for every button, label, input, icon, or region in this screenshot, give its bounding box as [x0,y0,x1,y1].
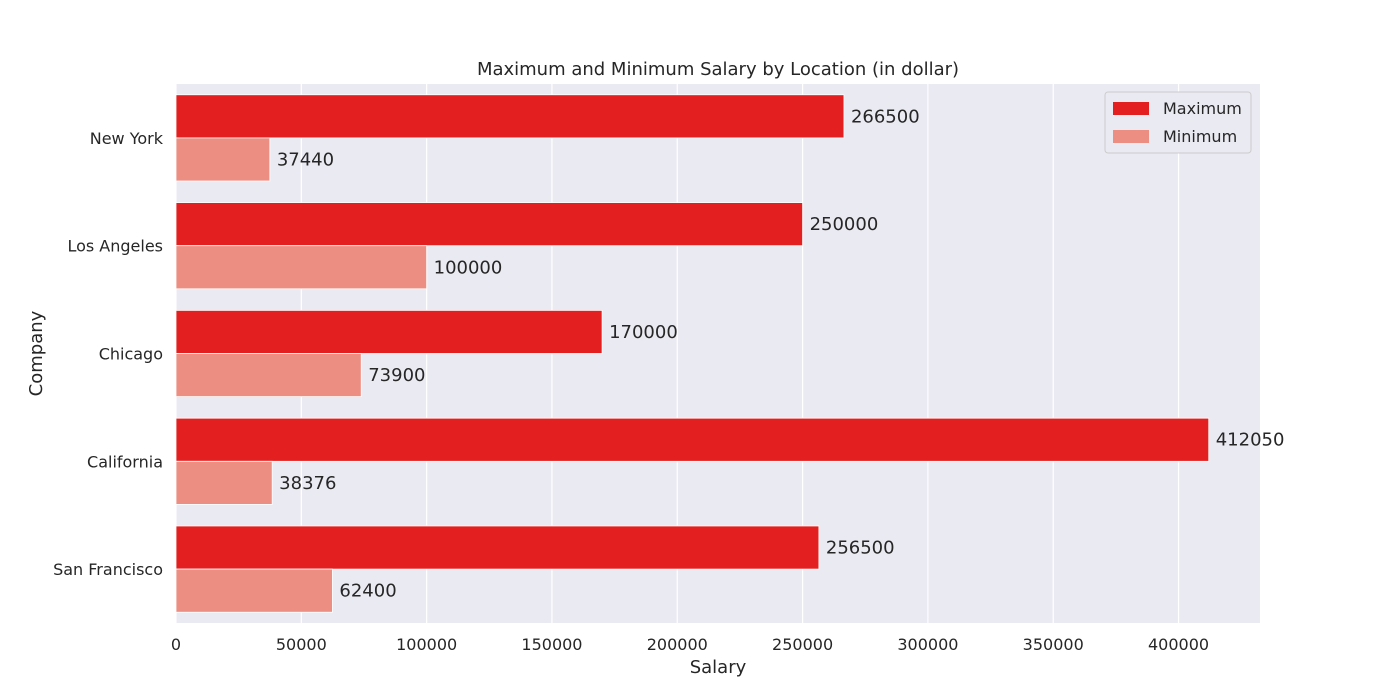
legend: Maximum Minimum [1104,91,1252,154]
legend-swatch-maximum [1113,102,1149,115]
data-label: 38376 [279,473,336,494]
bar-maximum [175,417,1210,462]
x-tick-label: 350000 [1023,635,1084,654]
data-label: 256500 [826,538,895,559]
bar-maximum [175,309,603,354]
data-labels: 266500 37440 250000 100000 170000 73900 412050… [277,106,1285,601]
legend-label: Maximum [1163,99,1242,118]
y-tick-label: California [87,452,163,471]
y-tick-label: New York [90,129,164,148]
bar-minimum [175,353,362,398]
bar-minimum [175,568,333,613]
data-label: 412050 [1216,430,1285,451]
bars [175,94,1210,613]
data-label: 170000 [609,322,678,343]
x-axis-label: Salary [690,657,747,678]
bar-minimum [175,460,273,505]
x-tick-label: 0 [171,635,181,654]
x-tick-label: 300000 [897,635,958,654]
y-axis-ticks: New York Los Angeles Chicago California San … [53,129,164,579]
x-tick-label: 50000 [276,635,327,654]
x-tick-label: 150000 [521,635,582,654]
y-tick-label: Los Angeles [67,237,163,256]
bar-minimum [175,245,428,290]
y-tick-label: San Francisco [53,560,163,579]
x-tick-label: 250000 [772,635,833,654]
y-axis-label: Company [26,310,47,396]
x-axis-ticks: 0 50000 100000 150000 200000 250000 300000 3500… [171,635,1209,654]
data-label: 100000 [434,257,503,278]
data-label: 250000 [810,214,879,235]
bar-maximum [175,94,845,139]
data-label: 73900 [368,365,425,386]
bar-maximum [175,525,820,570]
x-tick-label: 200000 [647,635,708,654]
chart-title: Maximum and Minimum Salary by Location (… [477,59,959,80]
legend-label: Minimum [1163,127,1237,146]
data-label: 266500 [851,106,920,127]
x-tick-label: 100000 [396,635,457,654]
y-tick-label: Chicago [99,345,163,364]
legend-swatch-minimum [1113,130,1149,143]
data-label: 62400 [339,581,396,602]
x-tick-label: 400000 [1148,635,1209,654]
bar-maximum [175,202,803,247]
data-label: 37440 [277,149,334,170]
bar-minimum [175,137,271,182]
